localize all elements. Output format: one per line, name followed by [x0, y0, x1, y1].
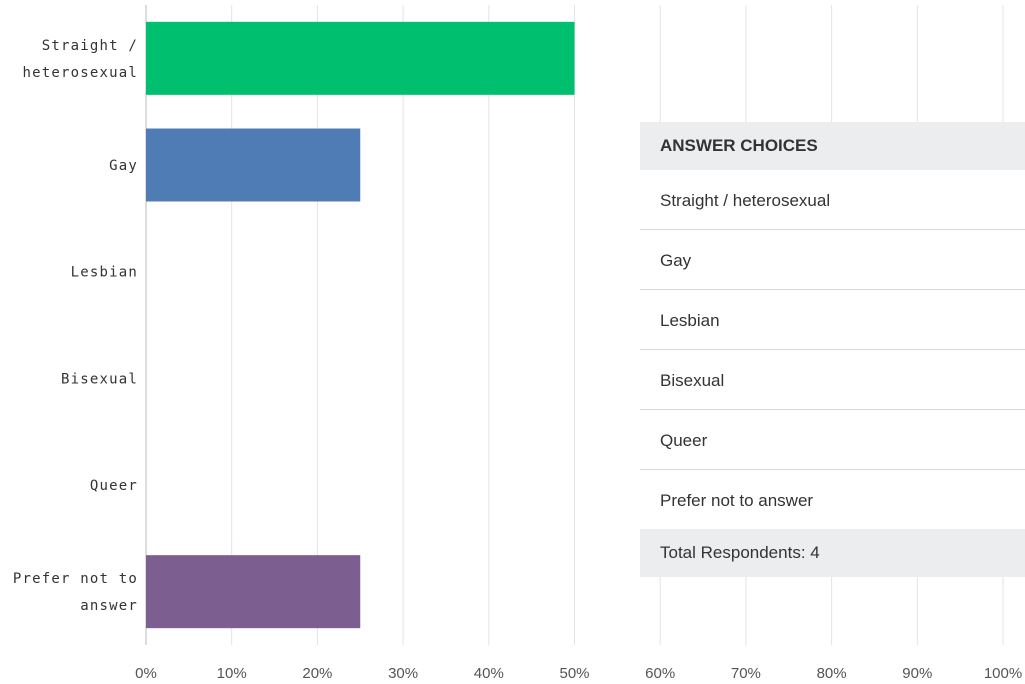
- x-tick-label: 40%: [474, 665, 504, 682]
- y-tick-label: Prefer not to answer: [13, 571, 138, 614]
- table-row: Prefer not to answer: [640, 470, 1025, 529]
- table-row: Bisexual: [640, 350, 1025, 410]
- bar: [146, 128, 361, 202]
- x-tick-label: 60%: [645, 665, 675, 682]
- x-tick-label: 30%: [388, 665, 418, 682]
- x-tick-label: 80%: [817, 665, 847, 682]
- table-header: ANSWER CHOICES: [640, 122, 1025, 170]
- y-tick-label: Lesbian: [71, 265, 138, 281]
- table-rows: Straight / heterosexual Gay Lesbian Bisexua…: [640, 170, 1025, 529]
- x-tick-label: 90%: [902, 665, 932, 682]
- x-tick-label: 20%: [302, 665, 332, 682]
- x-tick-label: 10%: [217, 665, 247, 682]
- x-tick-label: 50%: [559, 665, 589, 682]
- table-row: Lesbian: [640, 290, 1025, 350]
- y-tick-label: Straight / heterosexual: [22, 38, 138, 81]
- table-footer: Total Respondents: 4: [640, 529, 1025, 577]
- table-row: Gay: [640, 230, 1025, 290]
- x-tick-label: 70%: [731, 665, 761, 682]
- table-row: Queer: [640, 410, 1025, 470]
- table-row: Straight / heterosexual: [640, 170, 1025, 230]
- answer-table: ANSWER CHOICES Straight / heterosexual Ga…: [640, 122, 1025, 577]
- bar: [146, 21, 575, 95]
- x-tick-label: 100%: [984, 665, 1022, 682]
- x-tick-label: 0%: [135, 665, 157, 682]
- bar: [146, 555, 361, 629]
- y-tick-label: Bisexual: [61, 371, 138, 387]
- y-tick-label: Gay: [109, 158, 138, 174]
- y-tick-label: Queer: [90, 478, 138, 494]
